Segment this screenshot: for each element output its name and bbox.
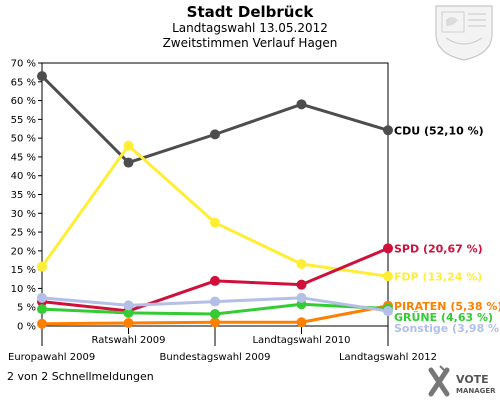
data-point-cdu <box>37 71 47 82</box>
data-point-piraten <box>210 317 220 328</box>
data-point-sonstige <box>296 292 307 303</box>
y-tick-label: 55 % <box>11 115 36 126</box>
y-tick-label: 5 % <box>17 303 36 314</box>
chart-subtitle-line2: Zweitstimmen Verlauf Hagen <box>163 36 338 50</box>
y-tick-label: 70 % <box>11 59 36 70</box>
x-axis: Europawahl 2009 Ratswahl 2009 Bundestagswa… <box>8 326 437 363</box>
x-tick-label: Europawahl 2009 <box>8 352 95 363</box>
y-tick-label: 50 % <box>11 134 36 145</box>
series-lines <box>40 75 389 326</box>
series-end-label: GRÜNE (4,63 %) <box>394 310 493 324</box>
data-point-fdp <box>123 140 134 151</box>
x-tick-label: Landtagswahl 2010 <box>252 335 350 346</box>
y-tick-label: 15 % <box>11 265 36 276</box>
y-tick-label: 10 % <box>11 284 36 295</box>
data-point-cdu <box>123 157 134 168</box>
data-point-piraten <box>123 317 134 328</box>
data-point-sonstige <box>37 292 47 303</box>
x-tick-label: Ratswahl 2009 <box>91 335 165 346</box>
y-tick-label: 30 % <box>11 209 36 220</box>
series-end-label: CDU (52,10 %) <box>394 124 484 137</box>
data-point-grüne <box>123 307 134 318</box>
data-point-spd <box>383 243 393 254</box>
y-tick-label: 40 % <box>11 171 36 182</box>
y-tick-label: 45 % <box>11 152 36 163</box>
chart-subtitle-line1: Landtagswahl 13.05.2012 <box>172 21 328 35</box>
x-tick-label: Bundestagswahl 2009 <box>160 352 271 363</box>
series-end-label: Sonstige (3,98 %) <box>394 322 500 335</box>
y-axis: 0 % 5 % 10 % 15 % 20 % 25 % 30 % 35 % 40 % 45 % 50… <box>11 59 42 333</box>
series-line-cdu <box>40 75 389 165</box>
y-tick-label: 20 % <box>11 246 36 257</box>
y-tick-label: 65 % <box>11 77 36 88</box>
data-point-fdp <box>37 261 47 272</box>
y-tick-label: 25 % <box>11 228 36 239</box>
series-end-labels: CDU (52,10 %) SPD (20,67 %) FDP (13,24 %) P… <box>394 124 500 335</box>
brand-vote: VOTE <box>456 373 489 386</box>
series-end-label: PIRATEN (5,38 %) <box>394 300 500 313</box>
y-tick-label: 35 % <box>11 190 36 201</box>
y-tick-label: 0 % <box>17 322 36 333</box>
series-end-label: FDP (13,24 %) <box>394 270 482 283</box>
coat-of-arms-icon <box>435 5 493 61</box>
data-point-cdu <box>296 99 307 110</box>
data-point-spd <box>296 279 307 290</box>
y-tick-label: 60 % <box>11 96 36 107</box>
brand-manager: MANAGER <box>456 387 496 395</box>
data-point-cdu <box>210 129 220 140</box>
series-line-fdp <box>40 144 389 278</box>
data-point-grüne <box>37 304 47 315</box>
data-point-cdu <box>383 125 393 136</box>
data-point-sonstige <box>383 306 393 317</box>
data-point-spd <box>210 275 220 286</box>
data-point-piraten <box>37 318 47 329</box>
data-point-sonstige <box>210 296 220 307</box>
series-points <box>37 71 393 329</box>
data-point-grüne <box>210 308 220 319</box>
data-point-fdp <box>383 271 393 282</box>
series-end-label: SPD (20,67 %) <box>394 242 483 255</box>
x-tick-label: Landtagswahl 2012 <box>339 352 437 363</box>
footer-message: 2 von 2 Schnellmeldungen <box>7 370 154 383</box>
data-point-sonstige <box>123 300 134 311</box>
vote-manager-logo: VOTE MANAGER <box>428 365 496 397</box>
chart-title: Stadt Delbrück <box>187 3 315 21</box>
data-point-fdp <box>296 259 307 270</box>
data-point-piraten <box>296 317 307 328</box>
vote-x-icon <box>428 365 450 397</box>
data-point-fdp <box>210 217 220 228</box>
